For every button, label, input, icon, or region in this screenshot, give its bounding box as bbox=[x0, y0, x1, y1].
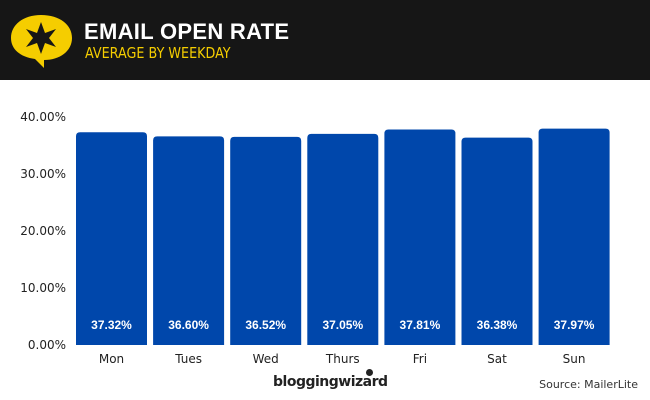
brand-logo-dot-icon bbox=[366, 369, 373, 376]
x-tick-label: Sun bbox=[563, 352, 586, 366]
bar-sun bbox=[538, 128, 610, 345]
data-label: 36.38% bbox=[477, 318, 518, 332]
x-tick-label: Thurs bbox=[325, 352, 360, 366]
data-label: 37.81% bbox=[400, 318, 441, 332]
data-label: 37.05% bbox=[322, 318, 363, 332]
chart-subtitle: AVERAGE BY WEEKDAY bbox=[85, 44, 231, 62]
logo-star-bubble-icon bbox=[11, 15, 72, 68]
data-label: 37.97% bbox=[554, 318, 595, 332]
brand-logo: bloggingwizard bbox=[273, 374, 388, 390]
x-tick-label: Tues bbox=[174, 352, 202, 366]
chart-title: EMAIL OPEN RATE bbox=[84, 19, 290, 44]
bar-fri bbox=[384, 129, 456, 345]
header: EMAIL OPEN RATE AVERAGE BY WEEKDAY bbox=[0, 0, 650, 80]
source-note: Source: MailerLite bbox=[539, 378, 638, 391]
bar-mon bbox=[76, 132, 147, 345]
data-label: 37.32% bbox=[91, 318, 132, 332]
x-tick-label: Fri bbox=[413, 352, 427, 366]
bar-sat bbox=[461, 137, 533, 345]
y-tick-label: 30.00% bbox=[20, 167, 66, 181]
data-label: 36.52% bbox=[245, 318, 286, 332]
y-tick-label: 40.00% bbox=[20, 110, 66, 124]
x-tick-label: Wed bbox=[253, 352, 279, 366]
bar-tues bbox=[153, 136, 225, 345]
x-tick-label: Sat bbox=[487, 352, 507, 366]
y-tick-label: 20.00% bbox=[20, 224, 66, 238]
x-tick-label: Mon bbox=[99, 352, 124, 366]
bar-thurs bbox=[307, 133, 379, 345]
bar-wed bbox=[230, 136, 302, 345]
bar-chart: 0.00% 10.00% 20.00% 30.00% 40.00% 37.32% Mon 36… bbox=[20, 110, 610, 366]
y-tick-label: 0.00% bbox=[28, 338, 66, 352]
data-label: 36.60% bbox=[168, 318, 209, 332]
y-tick-label: 10.00% bbox=[20, 281, 66, 295]
